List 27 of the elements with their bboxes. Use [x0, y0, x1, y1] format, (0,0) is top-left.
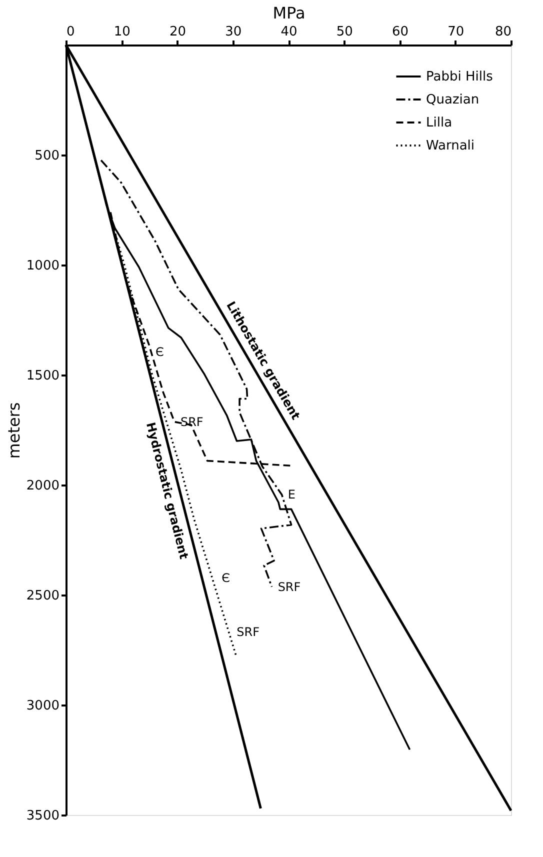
y-axis-title: meters: [4, 402, 24, 459]
y-tick-label: 1500: [26, 368, 60, 384]
x-tick-label: 30: [225, 24, 242, 40]
x-tick-label: 20: [169, 24, 186, 40]
y-tick-label: 3000: [26, 698, 60, 714]
legend-label: Pabbi Hills: [426, 70, 494, 84]
annotation: Є: [222, 571, 230, 586]
y-tick-label: 500: [34, 148, 60, 164]
legend-label: Lilla: [426, 116, 452, 130]
annotation: Є: [155, 345, 164, 360]
annotation: SRF: [278, 580, 301, 594]
y-tick-label: 2000: [26, 478, 60, 494]
x-tick-label: 50: [336, 24, 353, 40]
x-tick-label: 40: [280, 24, 298, 40]
annotation: E: [288, 488, 296, 502]
x-tick-label: 80: [494, 24, 512, 40]
y-tick-label: 1000: [26, 258, 60, 274]
x-tick-label: 10: [114, 24, 130, 40]
x-tick-label: 70: [448, 24, 464, 40]
x-tick-label: 0: [66, 24, 75, 40]
legend-label: Quazian: [426, 92, 480, 108]
legend-label: Warnali: [426, 138, 475, 154]
annotation: SRF: [236, 624, 260, 639]
x-axis-title: MPa: [272, 4, 306, 22]
y-tick-label: 2500: [26, 588, 60, 604]
x-tick-label: 60: [392, 24, 409, 40]
y-tick-label: 3500: [26, 808, 60, 824]
